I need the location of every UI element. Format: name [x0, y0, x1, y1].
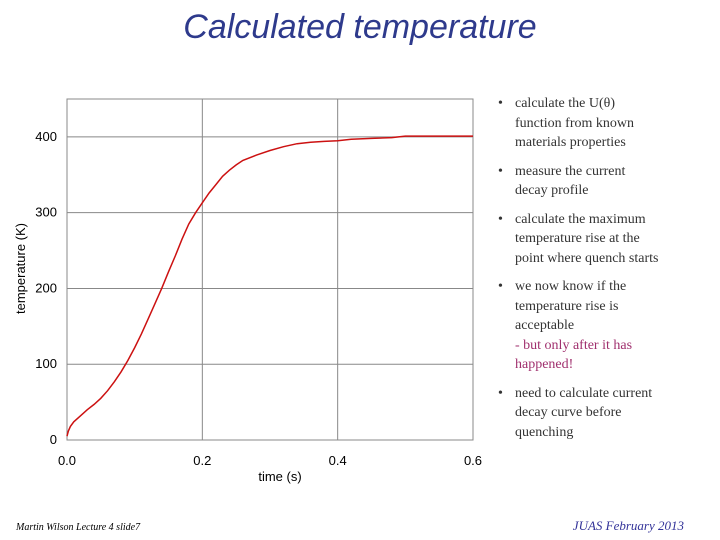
bullet-dot-icon: •: [498, 163, 503, 179]
bullet-text-line: temperature rise at the: [515, 231, 640, 246]
temperature-curve: [66, 135, 473, 437]
bullet-item: • need to calculate current decay curve be…: [496, 384, 696, 443]
bullet-text-line: need to calculate current: [515, 385, 653, 401]
bullet-item: • calculate the maximum temperature rise a…: [496, 210, 696, 269]
bullet-text-line: quenching: [515, 424, 574, 440]
bullet-dot-icon: •: [498, 211, 503, 227]
y-tick-label: 0: [50, 432, 57, 447]
slide-title: Calculated temperature: [183, 8, 537, 46]
bullet-text-line: calculate the U(θ): [515, 96, 615, 111]
bullet-text-line: materials properties: [515, 135, 626, 150]
y-tick-label: 300: [35, 205, 57, 220]
bullet-text-line: acceptable: [515, 318, 575, 333]
bullet-dot-icon: •: [498, 96, 503, 111]
bullet-text-line: decay profile: [515, 183, 589, 198]
y-axis-label: temperature (K): [13, 223, 28, 314]
x-axis-label: time (s): [258, 469, 301, 484]
bullet-item: • measure the current decay profile: [496, 162, 696, 201]
bullet-text-line: decay curve before: [515, 405, 622, 420]
bullet-text-line: temperature rise is: [515, 298, 619, 314]
x-tick-label: 0.4: [329, 453, 347, 468]
y-tick-label: 400: [35, 129, 57, 144]
footer-date: JUAS February 2013: [572, 518, 684, 533]
footer-lecture-credit: Martin Wilson Lecture 4 slide7: [16, 522, 141, 533]
bullet-accent-line: happened!: [515, 357, 574, 372]
bullet-text-line: function from known: [515, 115, 634, 131]
bullet-dot-icon: •: [498, 385, 503, 401]
bullet-text-line: calculate the maximum: [515, 211, 646, 227]
plot-area: [66, 98, 474, 441]
y-tick-label: 100: [35, 356, 57, 371]
x-tick-label: 0.6: [464, 453, 482, 468]
y-tick-labels: 0 100 200 300 400: [35, 129, 57, 447]
y-tick-label: 200: [35, 280, 57, 295]
bullet-text-line: we now know if the: [515, 279, 627, 294]
x-tick-label: 0.0: [58, 453, 76, 468]
bullet-item: • calculate the U(θ) function from known ma…: [496, 94, 696, 153]
x-tick-labels: 0.0 0.2 0.4 0.6: [58, 453, 482, 468]
bullet-list: • calculate the U(θ) function from known ma…: [496, 94, 696, 451]
bullet-item: • we now know if the temperature rise is ac…: [496, 277, 696, 375]
bullet-text-line: point where quench starts: [515, 250, 659, 266]
bullet-text-line: measure the current: [515, 163, 626, 179]
x-tick-label: 0.2: [193, 453, 211, 468]
bullet-dot-icon: •: [498, 279, 503, 294]
bullet-accent-line: - but only after it has: [515, 337, 633, 353]
